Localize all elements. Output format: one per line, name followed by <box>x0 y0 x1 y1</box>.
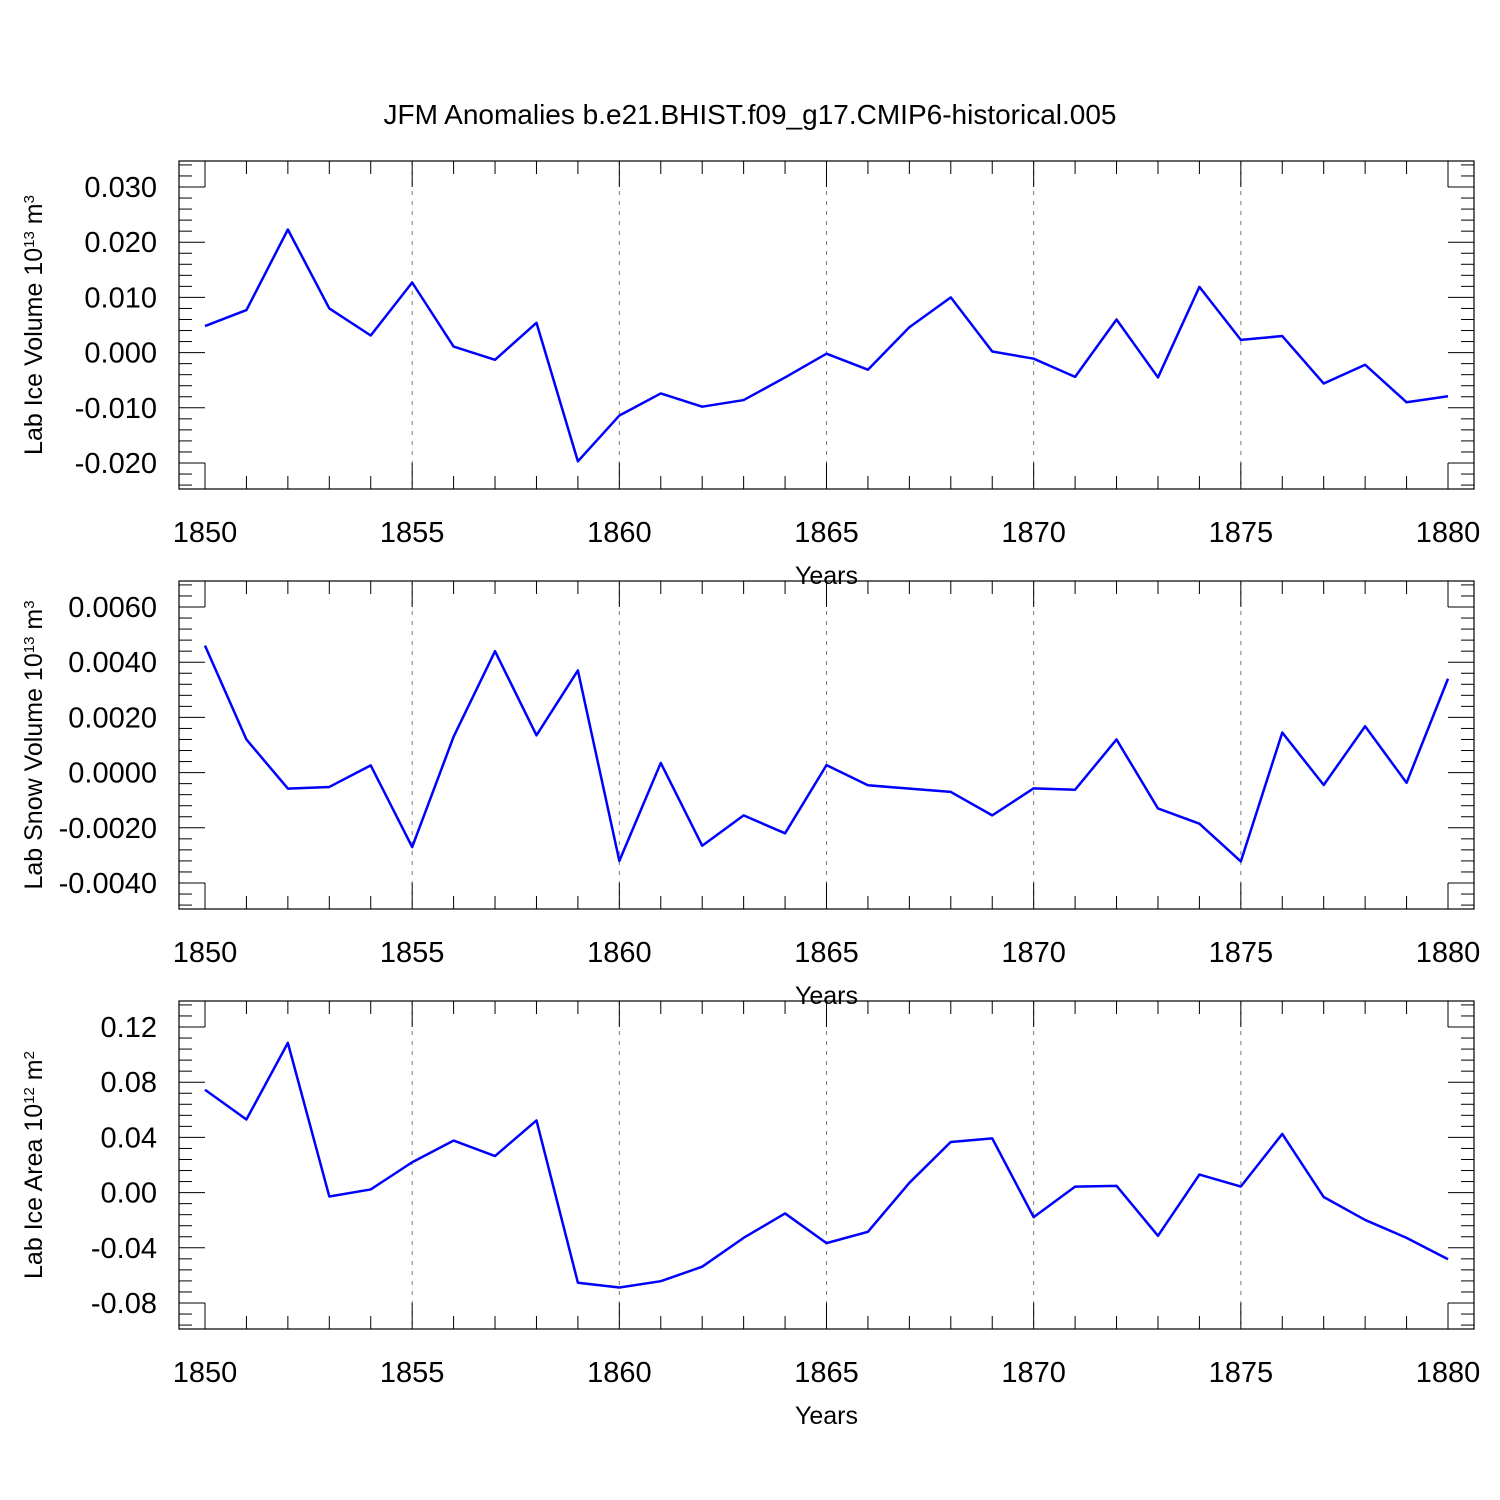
y-tick-label: -0.08 <box>91 1288 157 1320</box>
y-tick-label: -0.020 <box>75 448 157 480</box>
y-axis-label-text: m <box>20 1059 48 1087</box>
x-tick-label: 1880 <box>1416 937 1481 969</box>
y-tick-label: 0.00 <box>101 1178 157 1210</box>
x-tick-label: 1865 <box>794 1357 859 1389</box>
y-tick-label: 0.020 <box>84 227 157 259</box>
y-tick-label: 0.0000 <box>68 758 157 790</box>
panel-3: 1850 1855 1860 1865 1870 1875 1880 -0.08 -0.04 0.… <box>20 1000 1481 1430</box>
x-tick-label: 1850 <box>173 937 238 969</box>
x-tick-label: 1880 <box>1416 517 1481 549</box>
y-axis-label-text: Lab Snow Volume 10 <box>20 653 48 889</box>
y-axis-label-text: m <box>20 203 48 231</box>
y-axis-label: Lab Snow Volume 1013 m3 <box>20 600 48 889</box>
y-tick-label: 0.04 <box>101 1122 157 1154</box>
x-tick-label: 1870 <box>1001 517 1066 549</box>
y-tick-label: 0.000 <box>84 338 157 370</box>
panel-2: 1850 1855 1860 1865 1870 1875 1880 -0.0040 -0.00… <box>20 580 1481 1010</box>
x-tick-label: 1860 <box>587 517 652 549</box>
y-tick-label: 0.030 <box>84 172 157 204</box>
x-tick-label: 1865 <box>794 937 859 969</box>
series-line <box>204 1041 1449 1289</box>
x-tick-label: 1875 <box>1209 937 1274 969</box>
x-tick-label: 1860 <box>587 937 652 969</box>
x-tick-label: 1850 <box>173 1357 238 1389</box>
chart-title: JFM Anomalies b.e21.BHIST.f09_g17.CMIP6-… <box>383 99 1116 130</box>
x-axis-label: Years <box>795 1402 858 1430</box>
y-axis-label-superscript: 3 <box>21 195 38 203</box>
series-line <box>203 645 1450 863</box>
y-tick-label: 0.08 <box>101 1067 157 1099</box>
y-axis-label-text: Lab Ice Volume 10 <box>20 248 48 455</box>
y-tick-label: 0.010 <box>84 282 157 314</box>
y-tick-label: -0.0040 <box>59 868 157 900</box>
x-tick-label: 1850 <box>173 517 238 549</box>
x-tick-label: 1855 <box>380 517 445 549</box>
y-tick-label: 0.12 <box>101 1012 157 1044</box>
series-line <box>204 228 1449 463</box>
y-tick-label: -0.0020 <box>59 813 157 845</box>
y-tick-label: -0.010 <box>75 393 157 425</box>
y-axis-label-superscript: 3 <box>21 600 38 608</box>
x-tick-label: 1870 <box>1001 1357 1066 1389</box>
y-axis-label-superscript: 2 <box>21 1051 38 1059</box>
x-tick-label: 1855 <box>380 937 445 969</box>
y-axis-label-superscript: 13 <box>21 231 38 248</box>
y-axis-label-text: m <box>20 609 48 637</box>
x-tick-label: 1875 <box>1209 517 1274 549</box>
panel-1: 1850 1855 1860 1865 1870 1875 1880 -0.020 -0.010… <box>20 160 1481 590</box>
x-tick-label: 1860 <box>587 1357 652 1389</box>
x-tick-label: 1875 <box>1209 1357 1274 1389</box>
y-axis-label-superscript: 12 <box>21 1087 38 1104</box>
y-axis-label-text: Lab Ice Area 10 <box>20 1104 48 1279</box>
y-axis-label: Lab Ice Volume 1013 m3 <box>20 195 48 455</box>
y-axis-label-superscript: 13 <box>21 637 38 654</box>
y-tick-label: -0.04 <box>91 1233 157 1265</box>
x-tick-label: 1855 <box>380 1357 445 1389</box>
y-tick-label: 0.0040 <box>68 647 157 679</box>
x-tick-label: 1880 <box>1416 1357 1481 1389</box>
y-axis-label: Lab Ice Area 1012 m2 <box>20 1051 48 1279</box>
y-tick-label: 0.0020 <box>68 702 157 734</box>
x-tick-label: 1865 <box>794 517 859 549</box>
x-tick-label: 1870 <box>1001 937 1066 969</box>
y-tick-label: 0.0060 <box>68 592 157 624</box>
